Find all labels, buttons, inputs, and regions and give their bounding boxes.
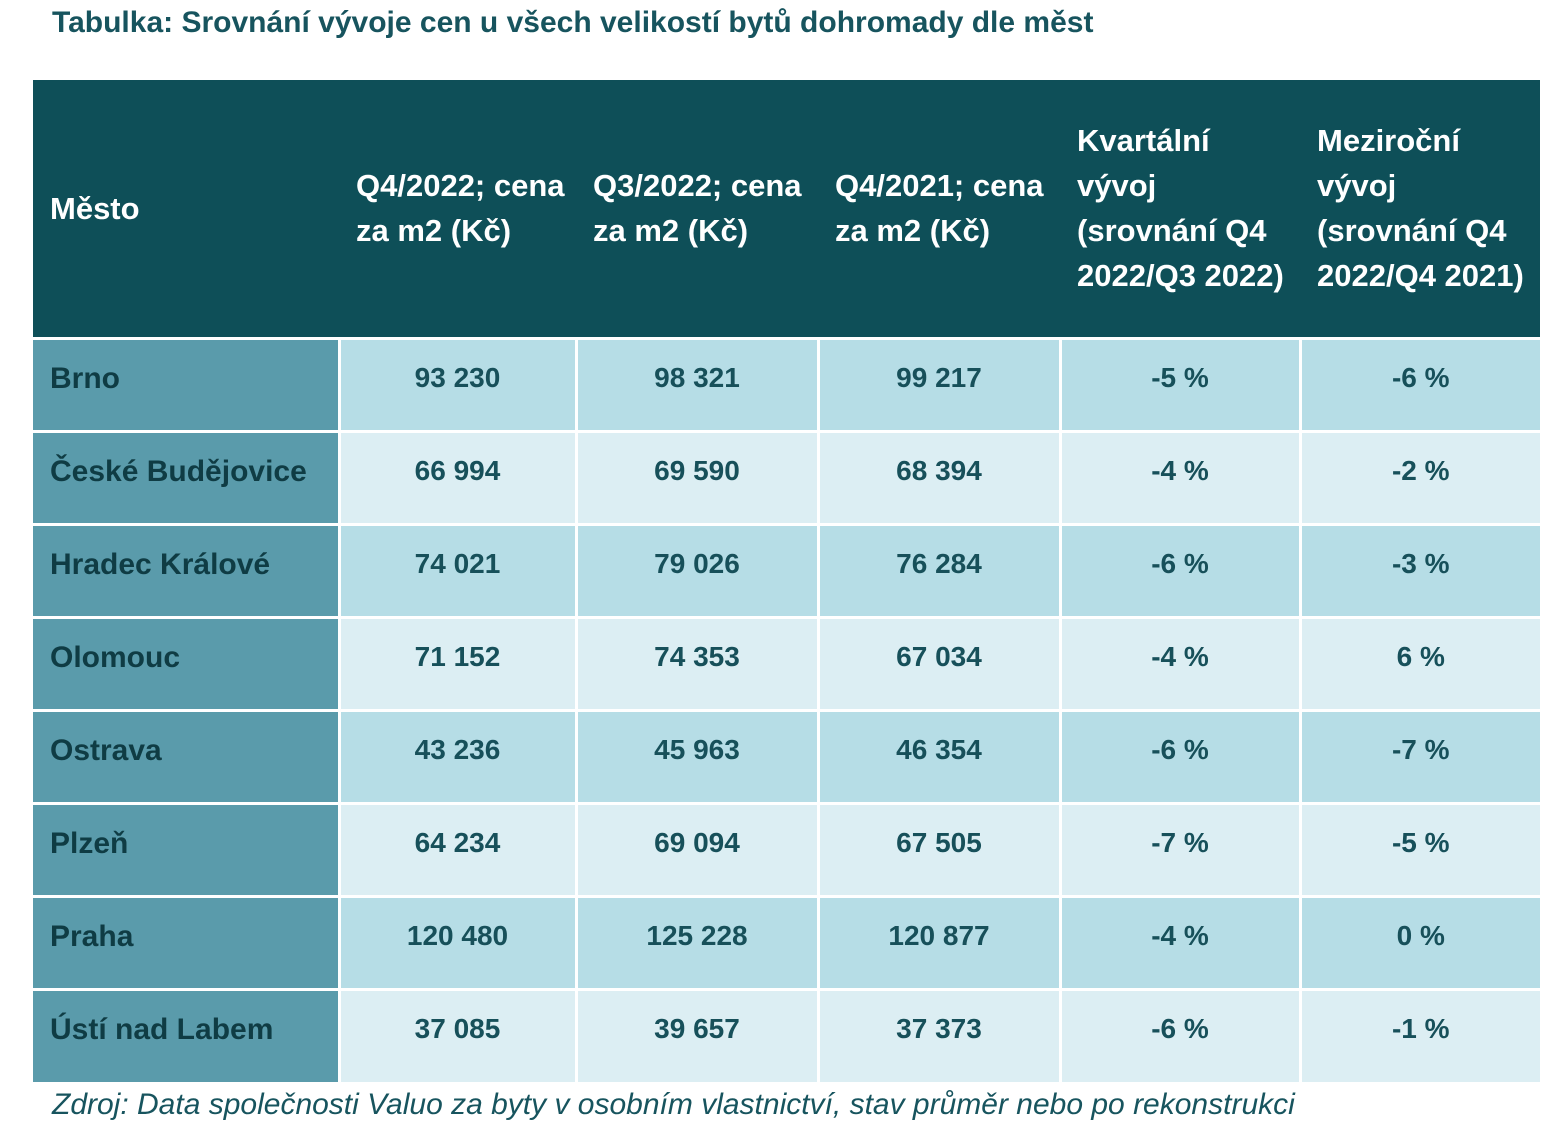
quarterly-change-cell: -4 % bbox=[1058, 615, 1300, 710]
yearly-change-cell: -7 % bbox=[1298, 708, 1540, 803]
price-q3-2022-cell: 74 353 bbox=[574, 615, 818, 710]
header-quarterly-change: Kvartální vývoj (srovnání Q4 2022/Q3 202… bbox=[1060, 80, 1300, 338]
city-cell: Plzeň bbox=[33, 801, 339, 896]
source-note: Zdroj: Data společnosti Valuo za byty v … bbox=[52, 1088, 1295, 1121]
header-q4-2021: Q4/2021; cena za m2 (Kč) bbox=[818, 80, 1060, 338]
price-q4-2021-cell: 120 877 bbox=[816, 894, 1060, 989]
price-q3-2022-cell: 98 321 bbox=[574, 336, 818, 431]
yearly-change-cell: 6 % bbox=[1298, 615, 1540, 710]
yearly-change-cell: -3 % bbox=[1298, 522, 1540, 617]
city-cell: Praha bbox=[33, 894, 339, 989]
table-row: České Budějovice 66 994 69 590 68 394 -4 % -2… bbox=[33, 429, 1540, 524]
price-q4-2021-cell: 46 354 bbox=[816, 708, 1060, 803]
price-q4-2021-cell: 67 505 bbox=[816, 801, 1060, 896]
price-q4-2022-cell: 66 994 bbox=[337, 429, 576, 524]
price-q4-2022-cell: 74 021 bbox=[337, 522, 576, 617]
header-q3-2022: Q3/2022; cena za m2 (Kč) bbox=[576, 80, 818, 338]
header-q4-2022: Q4/2022; cena za m2 (Kč) bbox=[339, 80, 576, 338]
table-row: Praha 120 480 125 228 120 877 -4 % 0 % bbox=[33, 894, 1540, 989]
quarterly-change-cell: -5 % bbox=[1058, 336, 1300, 431]
city-cell: Olomouc bbox=[33, 615, 339, 710]
table-row: Ostrava 43 236 45 963 46 354 -6 % -7 % bbox=[33, 708, 1540, 803]
header-row: Město Q4/2022; cena za m2 (Kč) Q3/2022; … bbox=[33, 80, 1540, 338]
price-q4-2022-cell: 93 230 bbox=[337, 336, 576, 431]
price-q4-2021-cell: 68 394 bbox=[816, 429, 1060, 524]
yearly-change-cell: -6 % bbox=[1298, 336, 1540, 431]
price-q4-2022-cell: 120 480 bbox=[337, 894, 576, 989]
price-q3-2022-cell: 69 590 bbox=[574, 429, 818, 524]
table-row: Plzeň 64 234 69 094 67 505 -7 % -5 % bbox=[33, 801, 1540, 896]
price-q4-2022-cell: 71 152 bbox=[337, 615, 576, 710]
price-q3-2022-cell: 79 026 bbox=[574, 522, 818, 617]
table-row: Hradec Králové 74 021 79 026 76 284 -6 % -3 % bbox=[33, 522, 1540, 617]
price-q4-2022-cell: 43 236 bbox=[337, 708, 576, 803]
header-city: Město bbox=[33, 80, 339, 338]
yearly-change-cell: 0 % bbox=[1298, 894, 1540, 989]
price-q3-2022-cell: 125 228 bbox=[574, 894, 818, 989]
quarterly-change-cell: -4 % bbox=[1058, 894, 1300, 989]
quarterly-change-cell: -6 % bbox=[1058, 522, 1300, 617]
price-table: Město Q4/2022; cena za m2 (Kč) Q3/2022; … bbox=[33, 80, 1540, 1082]
price-q3-2022-cell: 45 963 bbox=[574, 708, 818, 803]
city-cell: České Budějovice bbox=[33, 429, 339, 524]
city-cell: Hradec Králové bbox=[33, 522, 339, 617]
price-q4-2022-cell: 37 085 bbox=[337, 987, 576, 1082]
price-q3-2022-cell: 39 657 bbox=[574, 987, 818, 1082]
table-row: Olomouc 71 152 74 353 67 034 -4 % 6 % bbox=[33, 615, 1540, 710]
table-row: Ústí nad Labem 37 085 39 657 37 373 -6 % -1 % bbox=[33, 987, 1540, 1082]
city-cell: Ostrava bbox=[33, 708, 339, 803]
quarterly-change-cell: -6 % bbox=[1058, 987, 1300, 1082]
price-q4-2021-cell: 76 284 bbox=[816, 522, 1060, 617]
price-q4-2021-cell: 99 217 bbox=[816, 336, 1060, 431]
price-q4-2021-cell: 67 034 bbox=[816, 615, 1060, 710]
city-cell: Ústí nad Labem bbox=[33, 987, 339, 1082]
price-q4-2022-cell: 64 234 bbox=[337, 801, 576, 896]
city-cell: Brno bbox=[33, 336, 339, 431]
price-q3-2022-cell: 69 094 bbox=[574, 801, 818, 896]
yearly-change-cell: -5 % bbox=[1298, 801, 1540, 896]
yearly-change-cell: -2 % bbox=[1298, 429, 1540, 524]
table-title: Tabulka: Srovnání vývoje cen u všech vel… bbox=[52, 6, 1094, 39]
quarterly-change-cell: -4 % bbox=[1058, 429, 1300, 524]
quarterly-change-cell: -7 % bbox=[1058, 801, 1300, 896]
yearly-change-cell: -1 % bbox=[1298, 987, 1540, 1082]
table-row: Brno 93 230 98 321 99 217 -5 % -6 % bbox=[33, 336, 1540, 431]
price-q4-2021-cell: 37 373 bbox=[816, 987, 1060, 1082]
quarterly-change-cell: -6 % bbox=[1058, 708, 1300, 803]
header-yearly-change: Meziroční vývoj (srovnání Q4 2022/Q4 202… bbox=[1300, 80, 1540, 338]
